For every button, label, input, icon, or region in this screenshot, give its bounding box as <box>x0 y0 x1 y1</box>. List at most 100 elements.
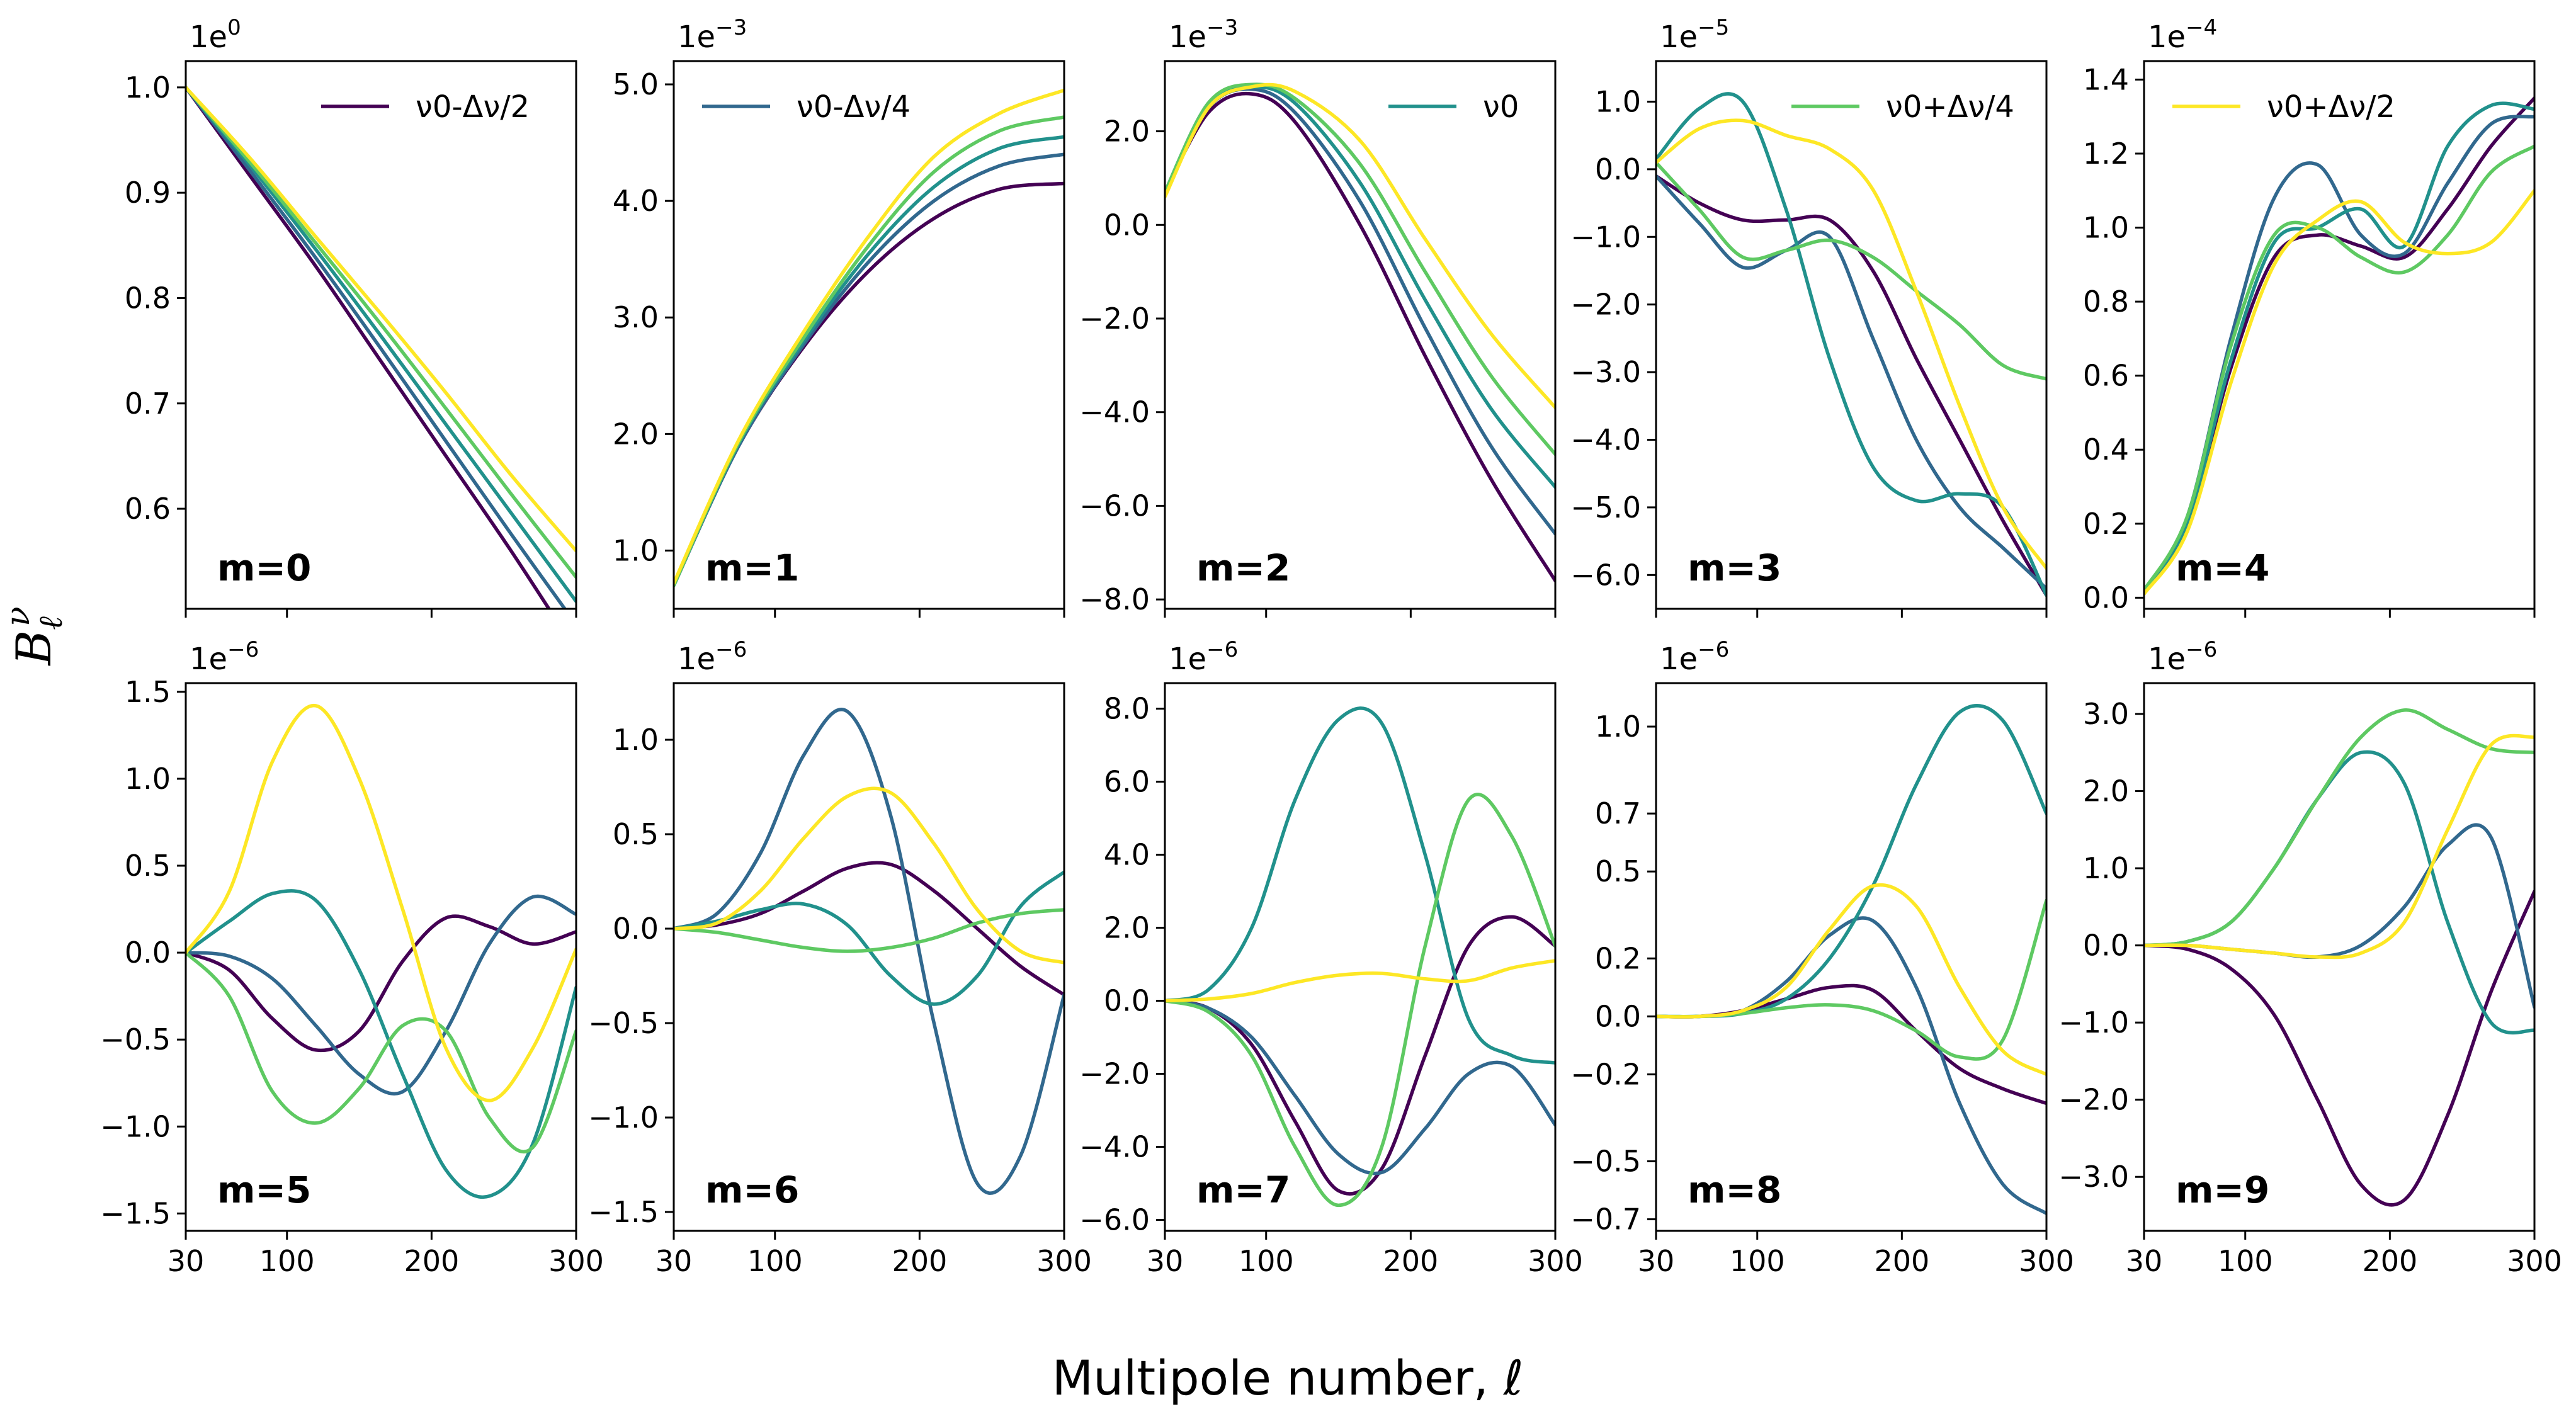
series-line-4 <box>674 786 1064 965</box>
panel-label: m=1 <box>705 546 799 589</box>
y-tick-label: 0.7 <box>1595 796 1641 830</box>
x-tick-label: 200 <box>1874 1244 1929 1278</box>
axis-exponent: 1e−3 <box>678 15 747 55</box>
series-group <box>186 703 576 1199</box>
y-tick-label: 1.0 <box>2083 211 2129 245</box>
y-tick-label: −6.0 <box>1079 489 1150 523</box>
series-group <box>186 86 576 609</box>
panel-label: m=4 <box>2176 546 2269 589</box>
x-tick-label: 200 <box>892 1244 947 1278</box>
series-group <box>2144 708 2534 1207</box>
x-tick-label: 100 <box>1239 1244 1294 1278</box>
axes-frame <box>1164 60 1557 610</box>
series-line-1 <box>2144 115 2534 592</box>
x-tick-label: 30 <box>167 1244 205 1278</box>
y-tick-label: 0.0 <box>1104 984 1150 1018</box>
series-group <box>1656 704 2046 1216</box>
legend-label: ν0+Δν/4 <box>1886 89 2014 125</box>
y-tick-label: 0.6 <box>2083 359 2129 393</box>
legend-entry: ν0-Δν/2 <box>321 89 530 125</box>
axis-exponent: 1e−6 <box>2148 637 2217 677</box>
y-tick-label: 2.0 <box>1104 911 1150 945</box>
y-tick-label: 6.0 <box>1104 765 1150 799</box>
y-tick-label: 1.0 <box>1595 710 1641 744</box>
axes-frame <box>1164 682 1557 1232</box>
y-tick-label: 0.5 <box>125 849 171 883</box>
y-tick-label: −2.0 <box>1079 1057 1150 1091</box>
axis-exponent: 1e0 <box>190 15 241 55</box>
y-tick-label: −3.0 <box>2058 1160 2129 1194</box>
x-tick-label: 200 <box>2362 1244 2417 1278</box>
y-axis-label-sub: ℓ <box>32 616 70 630</box>
y-tick-label: 2.0 <box>1104 115 1150 149</box>
axis-exponent: 1e−6 <box>678 637 747 677</box>
legend-label: ν0-Δν/4 <box>797 89 911 125</box>
series-line-0 <box>674 861 1064 997</box>
axes-frame <box>184 60 577 610</box>
axes-frame <box>672 682 1065 1232</box>
y-tick-label: 4.0 <box>1104 838 1150 872</box>
y-tick-label: 1.0 <box>613 533 659 567</box>
panel-label: m=0 <box>217 546 311 589</box>
y-axis-label: Bℓν <box>0 606 70 666</box>
series-line-1 <box>674 708 1064 1195</box>
legend-entry: ν0 <box>1388 89 1519 125</box>
y-tick-label: 0.6 <box>125 492 171 526</box>
series-line-3 <box>1165 82 1555 456</box>
panel-m=9: −3.0 −2.0 −1.0 0.0 1.0 2.0 3.0 30 100 200 300 1e−6 m… <box>2058 637 2562 1278</box>
panel-label: m=6 <box>705 1169 799 1211</box>
series-line-1 <box>186 894 576 1095</box>
panel-label: m=9 <box>2176 1169 2269 1211</box>
panel-label: m=7 <box>1196 1169 1290 1211</box>
series-line-4 <box>1165 959 1555 1003</box>
series-line-3 <box>2144 708 2534 948</box>
y-tick-label: −1.0 <box>2058 1005 2129 1039</box>
series-line-1 <box>674 152 1064 587</box>
x-tick-label: 100 <box>1730 1244 1785 1278</box>
series-line-3 <box>674 908 1064 953</box>
series-line-1 <box>2144 823 2534 1009</box>
y-tick-label: 0.0 <box>1104 208 1150 242</box>
series-group <box>2144 96 2534 596</box>
y-tick-label: −3.0 <box>1570 355 1641 389</box>
y-tick-label: 1.0 <box>125 71 171 105</box>
y-tick-label: 1.0 <box>613 723 659 757</box>
series-line-4 <box>1656 118 2046 570</box>
y-tick-label: 0.9 <box>125 176 171 210</box>
y-tick-label: 0.0 <box>2083 580 2129 614</box>
y-tick-label: −4.0 <box>1079 1130 1150 1164</box>
series-line-2 <box>1165 706 1555 1065</box>
y-tick-label: 0.5 <box>613 817 659 851</box>
series-line-4 <box>186 86 576 553</box>
legend-label: ν0 <box>1483 89 1519 125</box>
series-line-2 <box>186 86 576 604</box>
panel-m=8: −0.7 −0.5 −0.2 0.0 0.2 0.5 0.7 1.0 30 100 200 300 1e… <box>1570 637 2074 1278</box>
series-group <box>674 88 1064 587</box>
axis-exponent: 1e−6 <box>1660 637 1729 677</box>
series-line-2 <box>1656 92 2046 597</box>
series-line-4 <box>674 88 1064 586</box>
axis-exponent: 1e−4 <box>2148 15 2217 55</box>
y-tick-label: 0.4 <box>2083 433 2129 467</box>
y-tick-label: 1.0 <box>125 762 171 796</box>
series-line-4 <box>1165 82 1555 410</box>
series-line-1 <box>1656 174 2046 591</box>
series-group <box>674 708 1064 1195</box>
legend-entry: ν0+Δν/4 <box>1791 89 2014 125</box>
y-tick-label: 0.0 <box>125 936 171 970</box>
series-line-4 <box>186 703 576 1102</box>
axes-frame <box>1655 682 2048 1232</box>
x-tick-label: 200 <box>1383 1244 1438 1278</box>
series-group <box>1165 82 1555 583</box>
y-tick-label: −0.5 <box>1570 1145 1641 1179</box>
axes-frame <box>1655 60 2048 610</box>
panel-m=7: −6.0 −4.0 −2.0 0.0 2.0 4.0 6.0 8.0 30 100 200 300 1e… <box>1079 637 1583 1278</box>
series-line-4 <box>1656 883 2046 1077</box>
y-axis-label-sup: ν <box>0 606 37 626</box>
x-tick-label: 300 <box>1036 1244 1092 1278</box>
panel-m=3: −6.0 −5.0 −4.0 −3.0 −2.0 −1.0 0.0 1.0 1e−5 m=3 <box>1570 15 2048 618</box>
y-tick-label: −1.0 <box>588 1101 659 1135</box>
series-line-2 <box>674 870 1064 1006</box>
y-tick-label: −0.2 <box>1570 1057 1641 1091</box>
legend-entry: ν0+Δν/2 <box>2172 89 2395 125</box>
